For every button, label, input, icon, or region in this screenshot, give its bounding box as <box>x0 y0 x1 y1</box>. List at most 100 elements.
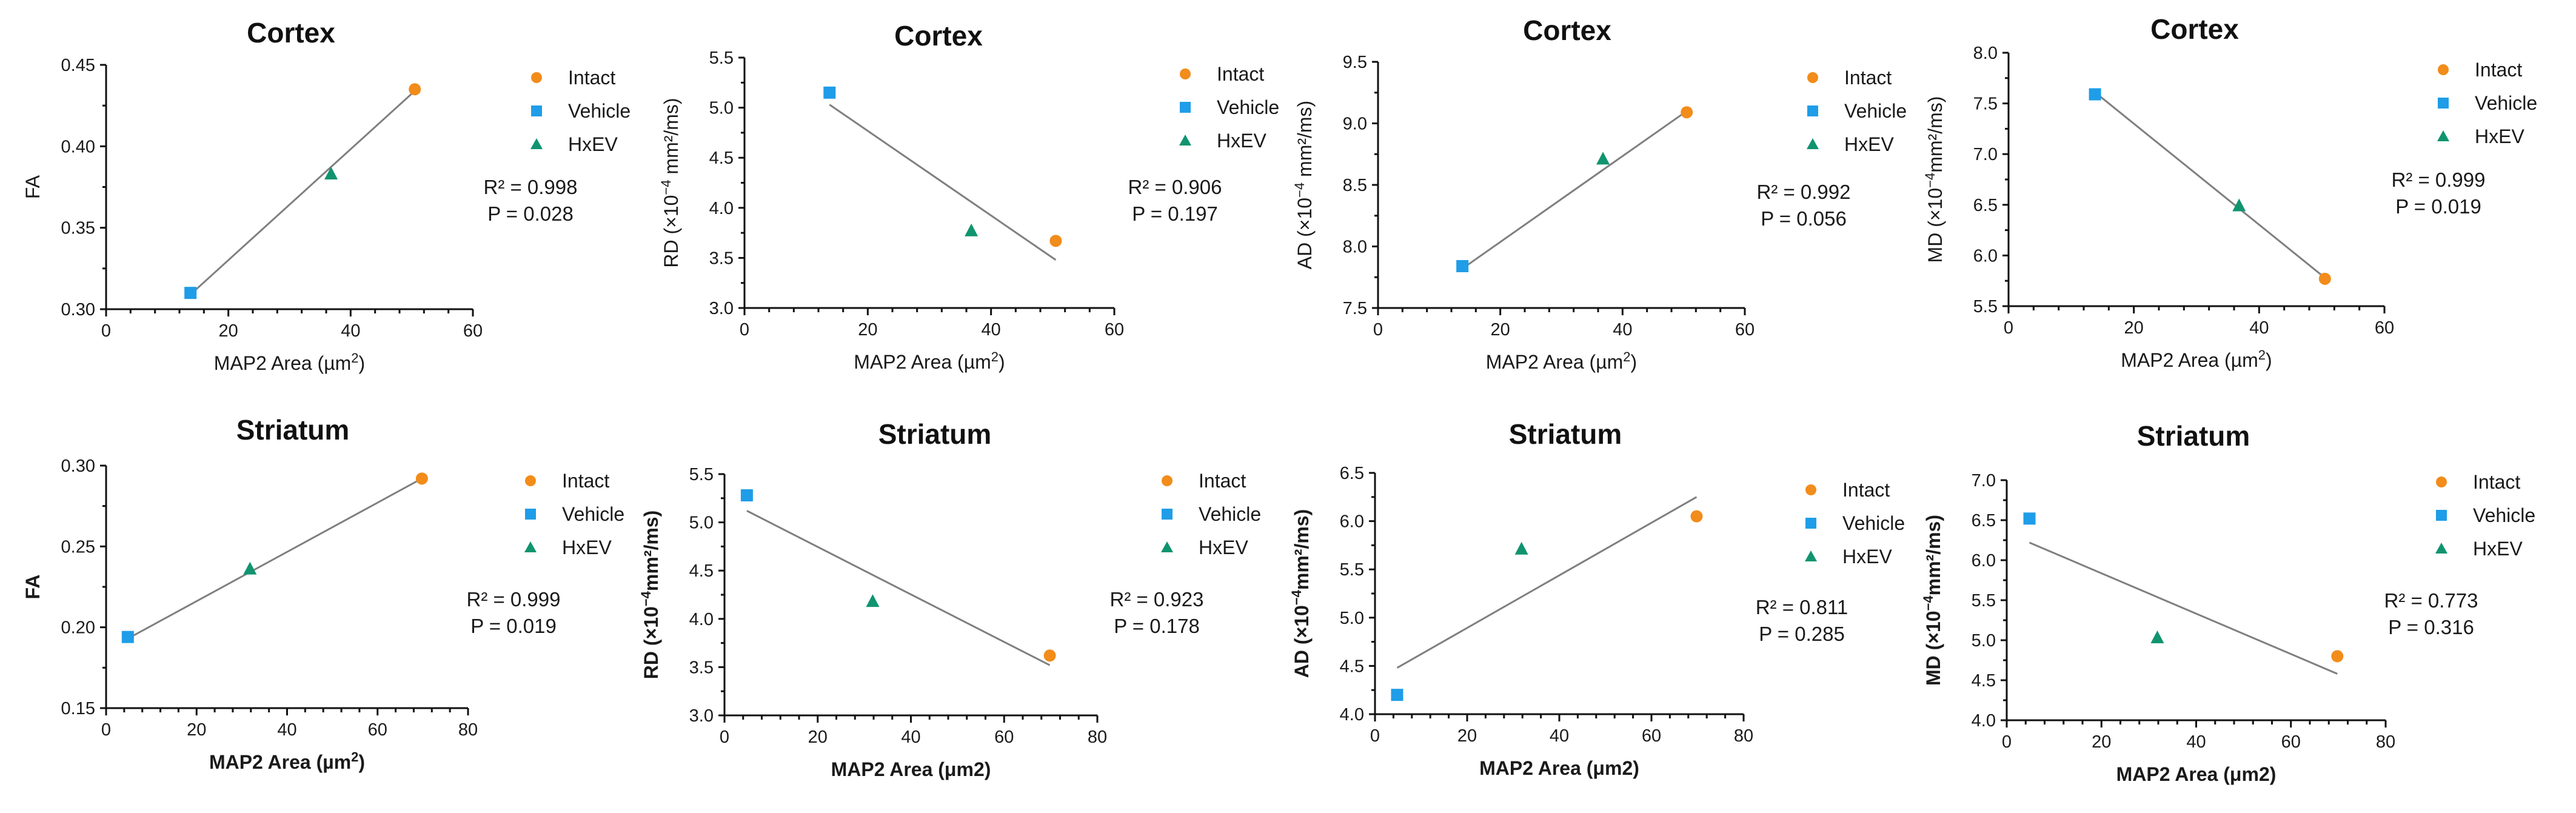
legend-label-intact: Intact <box>2473 471 2520 493</box>
legend-marker-hxev <box>1179 135 1191 146</box>
x-tick-label: 20 <box>1457 726 1477 746</box>
legend-label-hxev: HxEV <box>562 537 612 558</box>
x-tick-label: 80 <box>2376 732 2395 752</box>
legend-label-vehicle: Vehicle <box>1217 96 1279 118</box>
point-vehicle <box>823 86 836 99</box>
y-axis-label-unit: mm²/ms) <box>1922 515 1944 595</box>
y-axis-label: AD (×10−4mm²/ms) <box>1289 509 1313 678</box>
regression-line <box>746 510 1051 666</box>
y-tick-label: 5.0 <box>1972 631 1996 651</box>
x-tick-label: 40 <box>1613 320 1632 340</box>
y-tick-label: 4.5 <box>689 561 714 581</box>
chart-title: Cortex <box>894 20 983 52</box>
chart-panel-3: Cortex 7.5 8.0 8.5 9.0 9.5 0 20 40 60 MAP2 Area (µ… <box>1292 15 1907 373</box>
x-tick-label: 40 <box>1550 726 1569 746</box>
y-tick-label: 5.0 <box>1340 609 1364 628</box>
y-tick-label: 4.0 <box>689 610 714 629</box>
legend-label-intact: Intact <box>1844 67 1892 89</box>
y-tick-label: 8.5 <box>1343 176 1367 195</box>
y-tick-label: 5.5 <box>1973 297 1998 316</box>
y-tick-label: 3.0 <box>709 299 734 318</box>
x-tick-label: 20 <box>187 720 206 740</box>
x-tick-label: 80 <box>458 720 478 740</box>
y-axis-label-exp: −4 <box>658 179 674 195</box>
x-tick-label: 80 <box>1734 726 1753 746</box>
x-axis-label-main: MAP2 Area (µm <box>209 751 351 773</box>
point-intact <box>2318 272 2331 285</box>
p-value: P = 0.019 <box>470 615 557 637</box>
regression-line <box>2029 541 2338 675</box>
x-axis-label-main: MAP2 Area (μm2) <box>1479 757 1639 779</box>
legend-marker-hxev <box>530 138 543 149</box>
point-vehicle <box>740 489 753 502</box>
legend-label-intact: Intact <box>2475 59 2522 81</box>
y-axis-label-main: AD (×10 <box>1294 198 1316 269</box>
point-hxev <box>1514 541 1528 555</box>
legend-marker-intact <box>1805 484 1816 495</box>
x-axis-label-sup: 2 <box>351 749 358 764</box>
point-hxev <box>2232 198 2246 212</box>
x-tick-label: 40 <box>2186 732 2206 752</box>
x-axis-label-main: MAP2 Area (µm <box>1486 351 1624 373</box>
y-tick-label: 0.40 <box>61 137 95 156</box>
y-axis-label-main: MD (×10 <box>1922 611 1944 686</box>
x-tick-label: 40 <box>277 720 296 740</box>
legend-label-vehicle: Vehicle <box>562 503 624 525</box>
x-tick-label: 0 <box>2002 732 2012 752</box>
point-intact <box>415 472 428 485</box>
y-tick-label: 3.5 <box>709 249 734 268</box>
chart-title: Striatum <box>2137 420 2250 452</box>
legend-marker-vehicle <box>525 509 536 520</box>
legend-label-vehicle: Vehicle <box>2475 92 2537 114</box>
chart-panel-5: Striatum 0.15 0.20 0.25 0.30 0 20 40 60 80 MAP2 Ar… <box>22 414 624 773</box>
y-tick-label: 4.5 <box>1972 671 1996 691</box>
x-axis-label: MAP2 Area (μm2) <box>831 758 991 780</box>
y-tick-label: 5.0 <box>709 99 734 118</box>
x-tick-label: 20 <box>2124 318 2144 338</box>
chart-title: Striatum <box>236 414 350 446</box>
x-tick-label: 60 <box>1735 320 1755 340</box>
x-tick-label: 20 <box>219 321 238 341</box>
point-vehicle <box>1456 259 1469 272</box>
y-axis-label: MD (×10−4mm²/ms) <box>1922 96 1946 263</box>
x-tick-label: 60 <box>1105 320 1124 340</box>
y-tick-label: 4.0 <box>1972 711 1996 731</box>
x-axis-label-tail: ) <box>2266 349 2272 371</box>
x-tick-label: 20 <box>2092 732 2111 752</box>
x-tick-label: 0 <box>101 321 111 341</box>
x-axis-label-tail: ) <box>358 751 365 773</box>
point-vehicle <box>121 631 134 643</box>
r-squared-value: R² = 0.999 <box>466 588 560 611</box>
x-tick-label: 40 <box>341 321 360 341</box>
y-tick-label: 4.5 <box>1340 657 1364 676</box>
y-axis-label-unit: mm²/ms) <box>1924 96 1946 173</box>
y-tick-label: 7.5 <box>1343 299 1367 318</box>
legend-marker-intact <box>525 475 536 486</box>
chart-panel-6: Striatum 3.0 3.5 4.0 4.5 5.0 5.5 0 20 40 60 80 MAP2 … <box>638 418 1261 780</box>
legend-label-intact: Intact <box>562 470 609 492</box>
legend-marker-intact <box>1807 72 1818 83</box>
x-axis-label: MAP2 Area (µm2) <box>854 349 1005 373</box>
y-tick-label: 7.0 <box>1973 145 1998 164</box>
x-tick-label: 40 <box>901 728 920 747</box>
y-axis-label: MD (×10−4mm²/ms) <box>1921 515 1944 686</box>
point-hxev <box>1596 152 1610 165</box>
regression-line <box>127 478 423 640</box>
point-hxev <box>866 594 880 607</box>
y-tick-label: 0.45 <box>61 56 95 75</box>
x-tick-label: 60 <box>2281 732 2301 752</box>
legend-label-intact: Intact <box>1842 479 1890 501</box>
y-axis-label-exp: −4 <box>638 591 654 606</box>
y-axis-label: FA <box>22 175 44 199</box>
chart-title: Striatum <box>1509 418 1622 450</box>
legend-label-vehicle: Vehicle <box>1844 100 1907 122</box>
x-tick-label: 60 <box>368 720 387 740</box>
y-tick-label: 5.0 <box>689 514 714 533</box>
r-squared-value: R² = 0.998 <box>483 176 577 198</box>
y-axis-label-main: FA <box>22 175 44 199</box>
p-value: P = 0.285 <box>1759 623 1845 645</box>
chart-panel-4: Cortex 5.5 6.0 6.5 7.0 7.5 8.0 0 20 40 60 MAP2 Area… <box>1922 13 2537 371</box>
legend-marker-intact <box>1162 475 1173 486</box>
legend-label-hxev: HxEV <box>2473 538 2523 560</box>
regression-line <box>190 90 416 295</box>
